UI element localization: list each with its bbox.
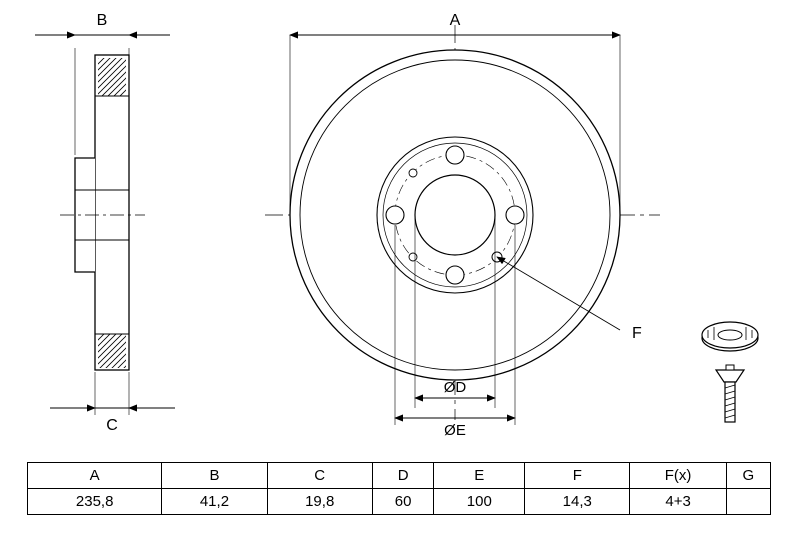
cell-value: 41,2	[162, 489, 267, 515]
col-header: B	[162, 463, 267, 489]
dimension-table: A B C D E F F(x) G 235,8 41,2 19,8 60 10…	[27, 462, 771, 515]
technical-drawing: B C A	[0, 0, 800, 450]
label-e: ØE	[444, 422, 466, 439]
label-a: A	[450, 12, 461, 29]
col-header: E	[434, 463, 525, 489]
side-view: B C	[35, 12, 175, 434]
col-header: F	[525, 463, 630, 489]
screw-icon	[716, 365, 744, 422]
cell-value: 100	[434, 489, 525, 515]
cell-value: 19,8	[267, 489, 372, 515]
col-header: D	[372, 463, 434, 489]
table-header-row: A B C D E F F(x) G	[28, 463, 771, 489]
front-view: A ØD ØE F	[265, 12, 660, 439]
col-header: F(x)	[630, 463, 726, 489]
cell-value	[726, 489, 770, 515]
cell-value: 4+3	[630, 489, 726, 515]
label-b: B	[97, 12, 108, 29]
table-value-row: 235,8 41,2 19,8 60 100 14,3 4+3	[28, 489, 771, 515]
label-c: C	[106, 417, 118, 434]
cell-value: 60	[372, 489, 434, 515]
label-d: ØD	[444, 379, 467, 396]
cell-value: 235,8	[28, 489, 162, 515]
col-header: G	[726, 463, 770, 489]
label-f: F	[632, 325, 642, 342]
cell-value: 14,3	[525, 489, 630, 515]
disc-icon	[702, 322, 758, 351]
col-header: C	[267, 463, 372, 489]
col-header: A	[28, 463, 162, 489]
